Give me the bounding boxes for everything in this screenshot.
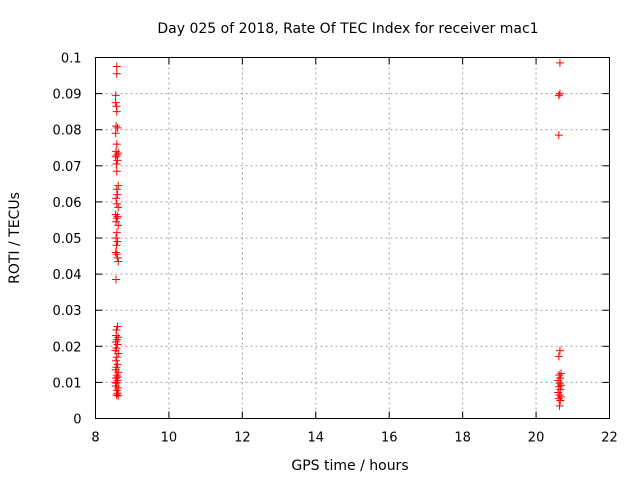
y-tick-label: 0.03 [53,304,82,319]
data-point [112,167,121,176]
data-point [113,372,122,381]
x-tick-label: 10 [161,431,178,446]
data-point [112,228,121,237]
data-point [112,335,121,344]
data-point [112,391,121,400]
y-tick-label: 0.04 [53,268,82,283]
data-point [112,194,121,203]
data-point [111,152,120,161]
data-point [554,131,563,140]
data-point [111,248,120,257]
y-tick-label: 0.08 [53,124,82,139]
data-point [114,181,123,190]
data-point [556,396,565,405]
data-point [112,107,121,116]
y-tick-label: 0.01 [53,376,82,391]
x-tick-label: 14 [308,431,325,446]
data-point [555,391,564,400]
data-point [114,257,123,266]
x-tick-label: 8 [91,431,99,446]
y-tick-label: 0 [73,413,81,428]
data-point [113,190,122,199]
data-point [112,69,121,78]
data-point [112,234,121,242]
data-point [557,369,566,378]
y-tick-label: 0.05 [53,232,82,247]
x-tick-label: 22 [601,431,618,446]
grid-lines [95,57,610,419]
y-axis-label: ROTI / TECUs [7,192,23,284]
data-point [113,322,122,331]
data-point [112,217,121,226]
data-point [112,241,121,250]
data-point [112,275,121,284]
data-point [114,391,123,400]
data-point [113,253,122,262]
data-point [554,91,563,100]
data-point [112,159,121,168]
data-point [114,349,123,358]
data-point [113,237,122,246]
data-point [112,62,121,71]
data-point [111,91,120,100]
data-point [112,214,121,223]
y-tick-label: 0.1 [61,52,82,67]
plot-frame [95,57,610,419]
data-point [554,352,563,361]
x-tick-labels: 8 10 12 14 16 18 20 22 [91,431,617,446]
data-point [114,203,123,212]
data-point [114,221,123,230]
data-point [113,156,122,165]
data-point [555,346,564,355]
x-tick-label: 12 [234,431,251,446]
data-point [113,123,122,132]
data-point [113,340,122,349]
x-tick-label: 18 [454,431,471,446]
data-point [112,140,121,149]
y-tick-label: 0.09 [53,88,82,103]
x-axis-label: GPS time / hours [291,458,408,474]
x-tick-label: 16 [381,431,398,446]
data-point [113,212,122,221]
y-tick-label: 0.06 [53,196,82,211]
data-point [112,150,121,159]
chart-title: Day 025 of 2018, Rate Of TEC Index for r… [157,21,538,37]
data-points [111,58,566,410]
data-point [112,185,121,194]
data-point [112,250,121,259]
data-point [111,210,120,219]
data-point [111,98,120,107]
data-point [111,129,120,138]
x-tick-label: 20 [528,431,545,446]
data-point [555,89,564,98]
y-tick-labels: 0 0.01 0.02 0.03 0.04 0.05 0.06 0.07 0.08 0.09 0.1 [53,52,82,428]
data-point [112,122,121,131]
data-point [112,353,121,362]
data-point [554,394,563,403]
data-point [111,378,120,387]
y-tick-label: 0.02 [53,340,82,355]
data-point [555,401,564,410]
data-point [555,58,564,67]
data-point [112,199,121,208]
y-tick-label: 0.07 [53,160,82,175]
